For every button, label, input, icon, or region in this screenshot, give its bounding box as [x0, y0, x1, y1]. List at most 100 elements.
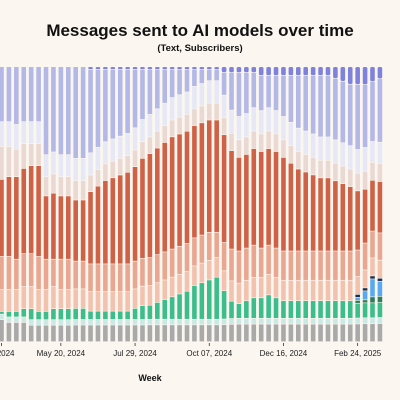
bar-segment: [199, 263, 205, 283]
bar-segment: [21, 317, 27, 323]
bar-segment: [132, 167, 138, 261]
bar-segment: [28, 325, 34, 342]
bar-segment: [0, 122, 4, 147]
bar-segment: [244, 301, 249, 318]
bar-segment: [103, 319, 108, 325]
bar-segment: [0, 256, 4, 290]
bar-segment: [281, 318, 286, 324]
bar-segment: [36, 325, 41, 342]
bar-segment: [132, 261, 138, 289]
bar-segment: [221, 67, 227, 73]
bar-segment: [88, 292, 93, 311]
bar-segment: [36, 166, 41, 257]
bar-segment: [310, 280, 316, 301]
bar-segment: [370, 67, 375, 82]
bar-segment: [51, 67, 56, 152]
bar-segment: [325, 318, 331, 324]
bar-segment: [169, 249, 175, 277]
bar-segment: [177, 319, 182, 325]
bar-segment: [117, 325, 123, 342]
bar-segment: [355, 303, 360, 318]
bar-segment: [21, 309, 27, 317]
bar-segment: [132, 319, 138, 325]
bar-segment: [347, 324, 353, 342]
bar-segment: [21, 322, 27, 342]
bar-segment: [236, 67, 242, 73]
bar-segment: [296, 169, 301, 251]
bar-segment: [214, 67, 219, 70]
x-tick-label: 2024: [0, 349, 15, 358]
bar-segment: [21, 67, 27, 122]
bar-segment: [229, 281, 234, 301]
bar-segment: [43, 311, 49, 320]
bar-segment: [206, 81, 212, 103]
bar-segment: [347, 251, 353, 280]
bar-segment: [88, 153, 93, 175]
bar-segment: [199, 235, 205, 263]
bar-segment: [288, 318, 294, 324]
bars-group: [0, 67, 383, 342]
bar-segment: [296, 301, 301, 318]
bar-segment: [36, 122, 41, 144]
bar-segment: [132, 128, 138, 150]
bar-segment: [370, 258, 375, 276]
bar-segment: [95, 186, 101, 264]
bar-segment: [51, 325, 56, 342]
bar-segment: [125, 133, 130, 156]
bar-segment: [362, 303, 368, 318]
bar-segment: [221, 324, 227, 342]
bar-segment: [296, 324, 301, 342]
bar-segment: [236, 318, 242, 324]
bar-segment: [333, 78, 338, 140]
bar-segment: [58, 325, 64, 342]
bar-segment: [192, 86, 197, 109]
bar-segment: [199, 319, 205, 325]
bar-segment: [73, 158, 78, 181]
bar-segment: [273, 151, 279, 248]
bar-segment: [370, 303, 375, 318]
bar-segment: [110, 139, 116, 161]
bar-segment: [155, 255, 160, 283]
bar-segment: [95, 169, 101, 186]
bar-segment: [318, 318, 323, 324]
bar-segment: [184, 131, 190, 244]
bar-segment: [221, 118, 227, 135]
bar-segment: [370, 180, 375, 231]
bar-segment: [333, 163, 338, 181]
bar-segment: [65, 196, 71, 259]
bar-segment: [65, 309, 71, 320]
bar-segment: [362, 147, 368, 172]
bar-segment: [266, 131, 271, 149]
bar-segment: [355, 67, 360, 85]
bar-segment: [0, 179, 4, 257]
bar-segment: [58, 289, 64, 309]
bar-segment: [80, 319, 86, 325]
bar-segment: [214, 257, 219, 277]
bar-segment: [184, 319, 190, 325]
bar-segment: [184, 271, 190, 291]
bar-segment: [125, 292, 130, 311]
bar-segment: [221, 72, 227, 95]
bar-segment: [199, 325, 205, 342]
bar-segment: [273, 277, 279, 298]
bar-segment: [110, 178, 116, 264]
bar-segment: [140, 258, 145, 286]
bar-segment: [288, 251, 294, 280]
bar-segment: [0, 314, 4, 320]
bar-segment: [65, 177, 71, 196]
bar-segment: [51, 152, 56, 174]
bar-segment: [258, 134, 264, 152]
bar-segment: [125, 172, 130, 264]
bar-segment: [281, 75, 286, 117]
bar-segment: [88, 311, 93, 320]
bar-segment: [206, 325, 212, 342]
bar-segment: [162, 142, 168, 252]
bar-segment: [340, 301, 346, 318]
bar-segment: [251, 318, 257, 324]
bar-segment: [117, 69, 123, 136]
bar-segment: [244, 318, 249, 324]
bar-segment: [303, 301, 309, 318]
bar-segment: [88, 264, 93, 292]
bar-segment: [73, 308, 78, 320]
